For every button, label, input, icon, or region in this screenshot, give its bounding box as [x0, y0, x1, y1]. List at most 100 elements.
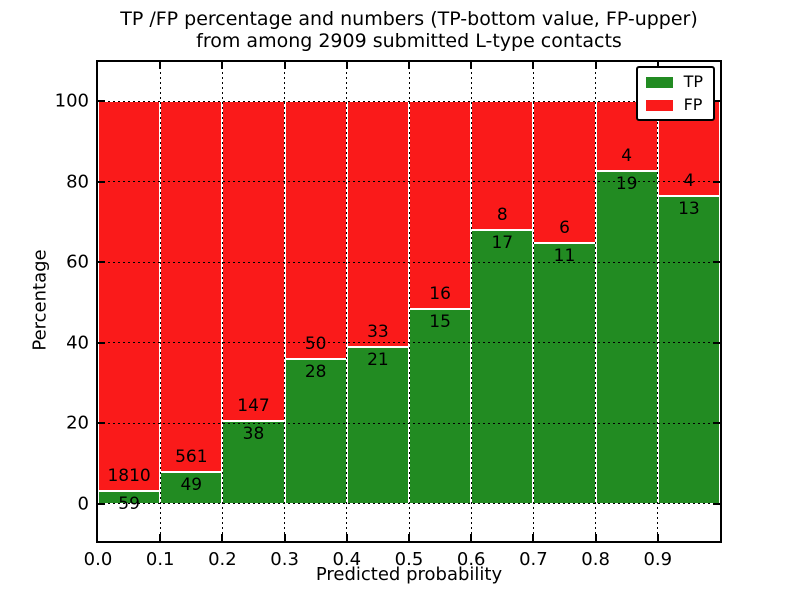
tp-count-label: 49 [180, 474, 203, 495]
bar-segment-tp [160, 471, 223, 504]
x-tick-label: 0.4 [332, 549, 362, 570]
y-tick-left [98, 422, 105, 425]
x-tick-label: 0.2 [208, 549, 237, 570]
x-tick-bottom [594, 534, 597, 541]
bar-segment-fp [533, 101, 596, 244]
y-tick-right [713, 100, 720, 103]
tp-count-label: 38 [242, 424, 265, 445]
x-tick-label: 0.5 [394, 549, 424, 570]
x-gridline [346, 62, 348, 541]
legend-swatch-tp [645, 76, 673, 88]
y-gridline [98, 261, 720, 263]
y-tick-label: 40 [66, 332, 89, 354]
y-gridline [98, 181, 720, 183]
bar-segment-tp [471, 229, 534, 504]
x-tick-label: 0.3 [270, 549, 299, 570]
fp-count-label: 1810 [107, 466, 151, 487]
y-tick-right [713, 422, 720, 425]
legend-item: TP [645, 74, 703, 90]
x-tick-top [470, 62, 473, 69]
x-tick-top [532, 62, 535, 69]
tp-count-label: 19 [615, 174, 638, 195]
x-gridline [221, 62, 223, 541]
x-tick-top [159, 62, 162, 69]
x-tick-label: 0.1 [145, 549, 175, 570]
fp-count-label: 50 [304, 334, 327, 355]
fp-count-label: 4 [621, 146, 633, 167]
y-tick-label: 80 [66, 171, 89, 193]
bar-segment-fp [98, 101, 161, 492]
x-tick-top [345, 62, 348, 69]
bar-segment-tp [533, 243, 596, 504]
x-axis-label: Predicted probability [315, 564, 503, 585]
x-tick-label: 0.0 [83, 549, 113, 570]
y-tick-right [713, 261, 720, 264]
x-tick-label: 0.7 [519, 549, 548, 570]
fp-count-label: 33 [367, 322, 389, 343]
x-tick-bottom [470, 534, 473, 541]
x-tick-bottom [656, 534, 659, 541]
legend-item: FP [645, 95, 703, 114]
bar-segment-tp [346, 347, 409, 504]
chart-title-line2: from among 2909 submitted L-type contact… [196, 30, 622, 52]
bar-segment-fp [471, 101, 534, 230]
fp-count-label: 147 [237, 396, 270, 417]
x-gridline [159, 62, 161, 541]
y-tick-label: 60 [66, 251, 89, 273]
y-tick-right [713, 180, 720, 183]
y-gridline [98, 342, 720, 344]
tp-count-label: 15 [429, 312, 451, 332]
x-tick-bottom [221, 534, 224, 541]
tp-count-label: 13 [678, 198, 700, 219]
x-tick-bottom [532, 534, 535, 541]
y-tick-left [98, 180, 105, 183]
x-tick-top [408, 62, 410, 69]
fp-count-label: 6 [559, 218, 570, 239]
x-tick-label: 0.8 [581, 549, 610, 570]
x-tick-top [594, 62, 597, 69]
bar-segment-fp [409, 101, 472, 309]
x-gridline [284, 62, 286, 541]
bar-segment-fp [284, 101, 347, 360]
x-tick-bottom [283, 534, 286, 541]
tp-count-label: 17 [491, 232, 514, 253]
x-gridline [657, 62, 659, 541]
x-gridline [408, 62, 410, 541]
bar-segment-tp [222, 421, 285, 504]
bar-segment-tp [657, 195, 720, 504]
plot-area: TP FP 1810 59 561 49 147 38 50 28 33 21 16 15 8 17 6 11 4… [55, 60, 722, 570]
bar-segment-fp [346, 101, 409, 348]
bar-segment-tp [595, 171, 658, 504]
tp-count-label: 11 [553, 246, 576, 267]
x-tick-label: 0.9 [643, 549, 673, 570]
y-tick-left [98, 100, 105, 103]
legend-swatch-fp [645, 99, 673, 111]
fp-count-label: 4 [683, 170, 695, 191]
x-tick-top [221, 62, 224, 69]
y-tick-right [713, 341, 720, 344]
chart-title-line1: TP /FP percentage and numbers (TP-bottom… [120, 8, 698, 30]
y-tick-label: 0 [77, 493, 89, 515]
chart-title: TP /FP percentage and numbers (TP-bottom… [98, 8, 720, 52]
y-tick-left [98, 341, 105, 344]
y-tick-label: 20 [66, 412, 89, 434]
legend-label: FP [683, 95, 703, 114]
x-tick-top [656, 62, 659, 69]
y-gridline [98, 422, 720, 424]
x-gridline [595, 62, 597, 541]
x-tick-bottom [345, 534, 348, 541]
x-tick-label: 0.6 [456, 549, 486, 570]
y-tick-left [98, 261, 105, 264]
fp-count-label: 561 [175, 446, 208, 467]
y-tick-label: 100 [54, 90, 89, 112]
tp-count-label: 59 [118, 494, 140, 515]
y-tick-left [98, 502, 105, 505]
x-tick-bottom [408, 534, 410, 541]
tp-count-label: 28 [304, 362, 327, 383]
tp-count-label: 21 [367, 350, 389, 371]
x-gridline [532, 62, 534, 541]
legend: TP FP [635, 66, 715, 121]
y-tick-right [713, 502, 720, 505]
x-tick-top [283, 62, 286, 69]
